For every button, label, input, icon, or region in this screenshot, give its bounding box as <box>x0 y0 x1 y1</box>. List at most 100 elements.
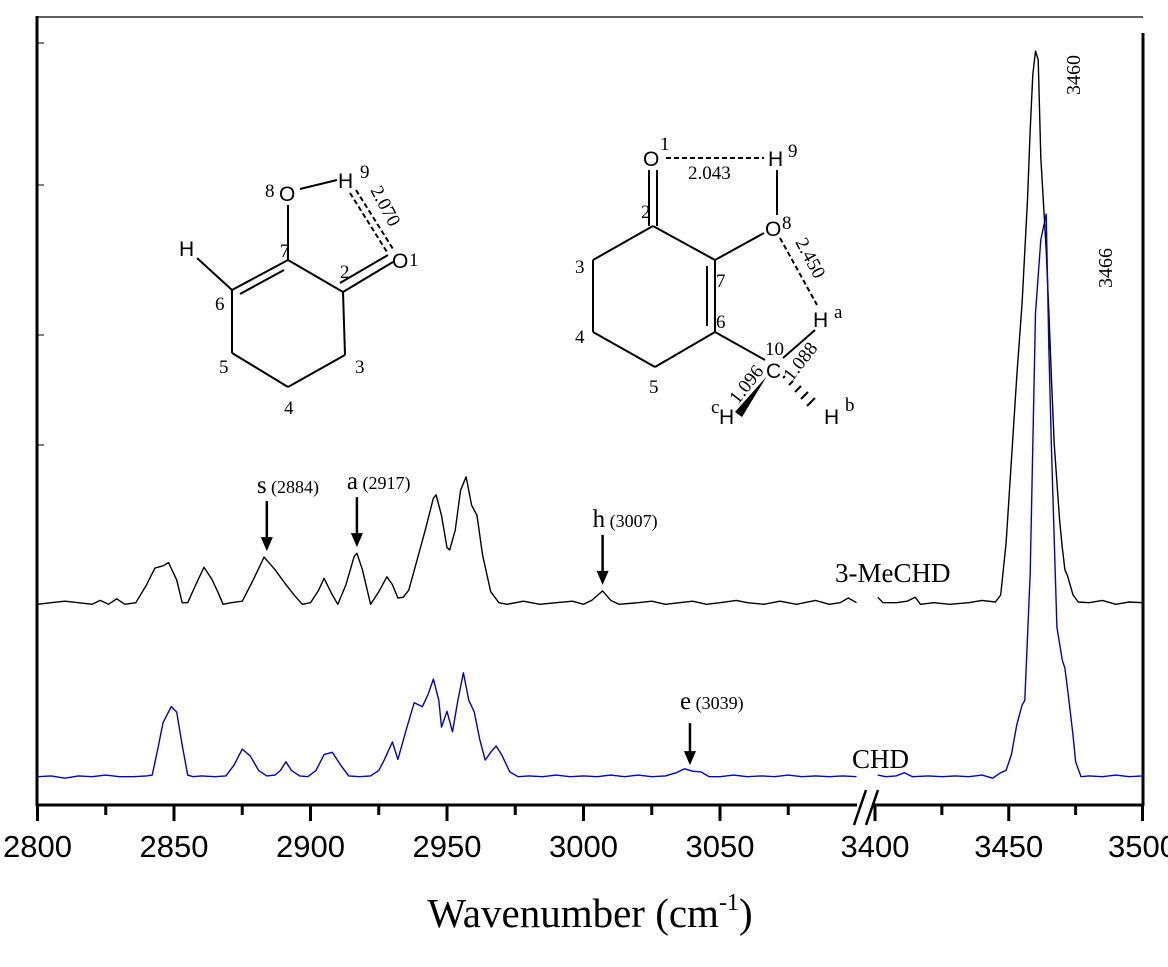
x-axis-title-superscript: -1 <box>719 890 739 916</box>
atom-number: b <box>845 395 855 416</box>
atom-h9: H <box>338 170 353 193</box>
break-slash <box>852 789 868 826</box>
annotation-letter: e <box>680 688 691 715</box>
series-line-3-mechd <box>877 50 1143 605</box>
bond <box>239 269 285 295</box>
annotation-arrow-head <box>683 751 696 766</box>
series-lines <box>37 50 1143 779</box>
bond <box>299 179 338 190</box>
x-tick-label: 3400 <box>841 829 910 864</box>
atom-number: 6 <box>215 294 225 315</box>
atom-o8: O <box>279 183 295 206</box>
hydrogen-bond <box>355 189 394 250</box>
bond <box>714 232 765 261</box>
x-tick-label: 2800 <box>3 829 72 864</box>
annotation-value: (2884) <box>267 477 320 498</box>
atom-number: 2 <box>641 202 651 223</box>
distance-label: 1.096 <box>725 361 768 408</box>
x-axis-title-main: Wavenumber (cm <box>427 890 719 936</box>
x-axis-title-close: ) <box>739 890 753 936</box>
x-ticks <box>36 805 1144 821</box>
annotation-label-h: h (3007) <box>593 506 658 533</box>
atom-number: a <box>834 302 843 323</box>
bond <box>287 259 344 293</box>
annotation-label-e: e (3039) <box>680 688 744 715</box>
atom-number: 9 <box>360 162 370 183</box>
atom-number: 8 <box>782 213 792 234</box>
bond <box>339 254 389 284</box>
annotation-label-s: s (2884) <box>257 472 319 499</box>
atom-hb: H <box>824 406 839 429</box>
annotations: s (2884) a (2917) h (3007) e (3039) <box>257 468 744 766</box>
annotation-value: (3039) <box>691 693 744 714</box>
atom-number: 4 <box>284 398 294 419</box>
bond <box>654 331 716 368</box>
atom-number: 9 <box>788 141 798 162</box>
annotation-arrow-head <box>260 537 273 552</box>
x-tick-label: 2900 <box>276 829 345 864</box>
hydrogen-bond <box>779 237 818 306</box>
bond <box>342 291 346 356</box>
series-label-3-mechd: 3-MeCHD <box>835 558 951 588</box>
y-ticks <box>37 42 44 446</box>
distance-label: 2.450 <box>791 234 830 282</box>
distance-label: 2.070 <box>366 182 405 230</box>
bond <box>287 354 346 388</box>
bond <box>231 352 289 388</box>
bond <box>592 225 654 261</box>
structure-chd: O H O H 8 9 1 7 2 6 5 4 3 2.070 <box>179 162 419 419</box>
structure-3-mechd: O H O H C H H 1 9 8 2 7 6 3 4 5 10 a b c… <box>575 134 855 429</box>
atom-number: 7 <box>716 271 726 292</box>
annotation-arrow-head <box>350 533 363 548</box>
atom-h: H <box>179 238 194 261</box>
atom-hc: H <box>719 406 734 429</box>
atom-number: 1 <box>409 250 419 271</box>
hydrogen-bond <box>349 192 388 253</box>
x-tick-labels: 2800 2850 2900 2950 3000 3050 3400 3450 3500 <box>3 829 1168 864</box>
wedge-bond <box>735 376 767 417</box>
peak-label-3466: 3466 <box>1095 248 1117 288</box>
atom-h9: H <box>768 148 783 171</box>
distance-label: 2.043 <box>688 163 731 184</box>
atom-c10: C <box>766 360 781 383</box>
atom-number: 8 <box>265 181 275 202</box>
axis-break-marks <box>852 789 880 826</box>
hashed-wedge-bond <box>782 375 816 407</box>
atom-o8: O <box>765 218 781 241</box>
bond <box>592 331 656 368</box>
x-tick-label: 3050 <box>686 829 755 864</box>
atom-number: 10 <box>765 339 784 360</box>
bond <box>196 257 233 291</box>
atom-number: c <box>711 397 719 418</box>
bond <box>231 259 289 291</box>
x-tick-label: 3000 <box>549 829 618 864</box>
bond <box>342 261 394 293</box>
x-axis-title: Wavenumber (cm-1) <box>427 890 752 936</box>
distance-label: 1.088 <box>779 338 822 385</box>
atom-number: 5 <box>219 357 229 378</box>
break-slash <box>864 789 880 826</box>
x-tick-label: 3450 <box>974 829 1043 864</box>
annotation-value: (2917) <box>358 473 411 494</box>
series-label-chd: CHD <box>852 744 909 774</box>
atom-number: 3 <box>575 257 585 278</box>
annotation-arrow-head <box>596 570 609 585</box>
atom-number: 4 <box>575 327 585 348</box>
atom-number: 5 <box>649 377 659 398</box>
bond <box>652 225 716 261</box>
x-tick-label: 2850 <box>140 829 209 864</box>
series-line-3-mechd <box>37 476 857 605</box>
peak-label-3460: 3460 <box>1063 55 1085 95</box>
atom-number: 1 <box>660 134 670 155</box>
x-tick-label: 2950 <box>413 829 482 864</box>
atom-number: 3 <box>355 357 365 378</box>
atom-number: 7 <box>280 241 290 262</box>
atom-o1: O <box>392 250 408 273</box>
annotation-value: (3007) <box>605 511 658 532</box>
bond <box>714 331 766 361</box>
x-tick-label: 3500 <box>1108 829 1168 864</box>
bond <box>782 329 816 359</box>
series-line-chd <box>877 213 1143 779</box>
